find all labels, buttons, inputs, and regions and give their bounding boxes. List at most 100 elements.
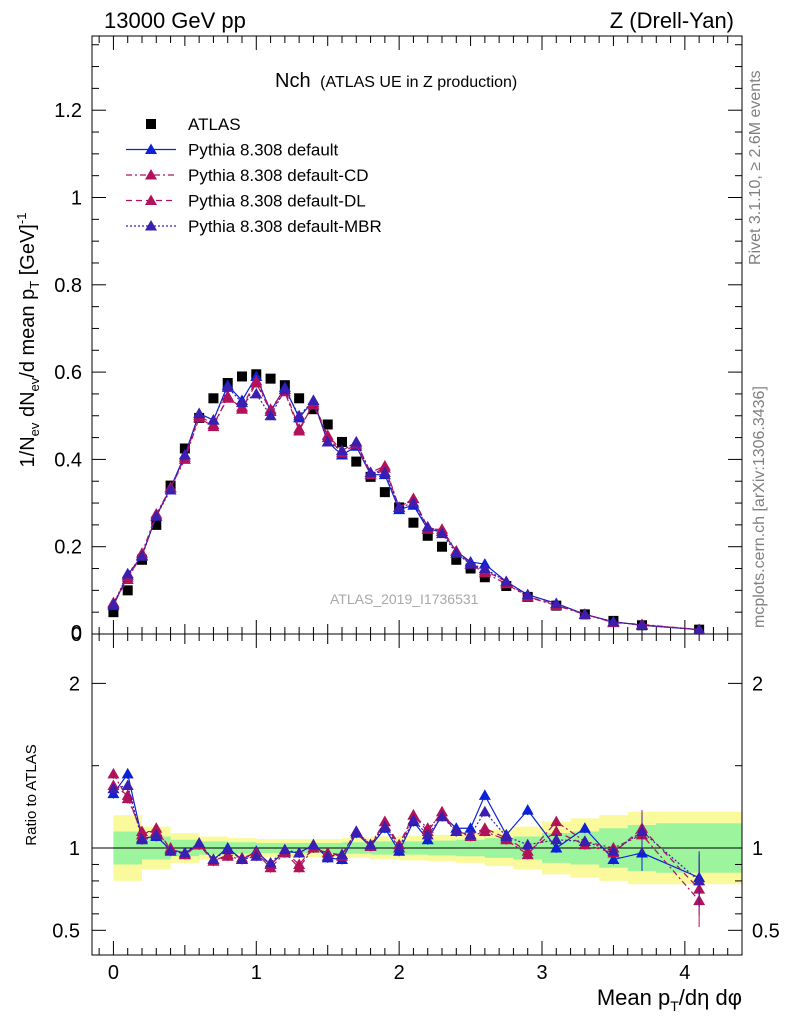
legend-marker-dl: [145, 194, 157, 205]
x-tick-label: 1: [251, 962, 262, 984]
ratio-point-cd: [107, 767, 120, 779]
main-point-mbr: [393, 501, 406, 512]
main-point-mbr: [236, 396, 248, 408]
main-point-mbr: [193, 407, 206, 419]
ratio-point-default: [607, 853, 620, 865]
ratio-point-mbr: [421, 828, 434, 840]
ratio-point-mbr: [478, 805, 491, 817]
main-y-tick-label: 0.8: [54, 275, 82, 297]
plot-title: Nch (ATLAS UE in Z production): [275, 70, 517, 92]
ratio-point-default: [578, 822, 591, 833]
ratio-y-tick-label-right: 2: [752, 673, 763, 695]
main-point-mbr: [207, 414, 220, 425]
x-tick-label: 4: [679, 962, 690, 984]
legend: ATLAS Pythia 8.308 default Pythia 8.308 de…: [126, 115, 382, 236]
main-point-mbr: [307, 394, 320, 405]
main-panel-frame: 00.20.40.60.811.20: [54, 35, 743, 646]
main-point-mbr: [178, 449, 191, 460]
main-point-atlas: [379, 487, 390, 498]
ratio-point-default: [521, 804, 534, 815]
plot-title-sub: (ATLAS UE in Z production): [320, 74, 517, 91]
ratio-line-dl: [113, 784, 700, 890]
main-y-tick-label: 0.4: [54, 449, 82, 471]
main-point-dl: [293, 422, 306, 434]
ratio-point-mbr: [550, 833, 563, 845]
main-point-dl: [250, 374, 263, 386]
main-point-atlas: [351, 456, 362, 467]
ratio-point-mbr: [264, 856, 277, 868]
main-point-atlas: [322, 419, 333, 430]
legend-item-mbr: Pythia 8.308 default-MBR: [126, 217, 382, 236]
ratio-point-mbr: [121, 779, 134, 790]
main-point-mbr: [478, 562, 491, 574]
ratio-point-mbr: [521, 838, 534, 850]
ratio-panel-border: [91, 633, 743, 956]
main-line-mbr: [112, 386, 700, 631]
main-point-atlas: [337, 436, 347, 447]
ratio-y-tick-label-right: 0.5: [752, 920, 780, 942]
main-point-mbr: [693, 623, 706, 635]
main-point-mbr: [450, 547, 463, 558]
x-tick-label: 3: [536, 962, 547, 984]
ratio-point-mbr: [150, 828, 163, 840]
main-line-cd: [112, 381, 700, 631]
main-point-atlas: [122, 585, 133, 596]
ratio-point-mbr: [293, 846, 306, 858]
ratio-point-mbr: [436, 810, 448, 822]
plot-title-main: Nch: [275, 70, 311, 92]
ratio-point-dl: [478, 822, 491, 833]
main-point-mbr: [378, 466, 391, 477]
main-point-atlas: [437, 541, 447, 552]
ratio-point-default: [478, 789, 491, 800]
ratio-point-mbr: [350, 825, 363, 837]
ratio-point-default: [121, 767, 134, 779]
ratio-y-tick-label: 2: [69, 673, 80, 695]
ratio-panel-series: [107, 767, 706, 928]
ratio-line-default: [112, 772, 700, 879]
ratio-point-mbr: [178, 846, 191, 858]
ratio-point-default: [550, 842, 563, 853]
ratio-point-mbr: [378, 820, 391, 832]
main-point-mbr: [136, 550, 148, 561]
main-y-tick-label: 0.6: [54, 362, 82, 384]
header-left: 13000 GeV pp: [104, 8, 246, 33]
ratio-point-mbr: [221, 843, 234, 855]
main-line-dl: [112, 379, 700, 631]
ratio-y-tick-label: 1: [69, 838, 80, 860]
ratio-point-mbr: [164, 845, 177, 856]
main-point-mbr: [407, 497, 420, 508]
main-y-axis-title: 1/Nev dNev/d mean pT [GeV]-1: [14, 213, 42, 468]
main-point-mbr: [500, 575, 513, 587]
ratio-point-mbr: [107, 782, 120, 794]
side-mcplots-label: mcplots.cern.ch [arXiv:1306.3436]: [751, 386, 768, 628]
x-tick-label: 0: [108, 962, 119, 984]
ratio-point-dl: [150, 822, 163, 833]
ratio-point-mbr: [278, 843, 291, 855]
main-point-mbr: [150, 510, 163, 521]
ratio-y-tick-label: 0.5: [52, 920, 80, 942]
main-point-mbr: [221, 381, 234, 392]
legend-label-atlas: ATLAS: [188, 115, 241, 134]
legend-item-cd: Pythia 8.308 default-CD: [126, 166, 369, 185]
ratio-point-mbr: [450, 825, 463, 837]
main-point-mbr: [350, 435, 363, 447]
main-point-atlas: [108, 607, 119, 618]
ratio-point-dl: [521, 845, 534, 856]
legend-marker-mbr: [145, 220, 157, 231]
ratio-point-mbr: [321, 850, 334, 861]
main-y-tick-label: 1: [71, 188, 82, 210]
ratio-point-mbr: [578, 835, 591, 846]
x-tick-label: 2: [394, 962, 405, 984]
main-point-atlas: [265, 373, 276, 384]
main-point-mbr: [107, 598, 120, 609]
ratio-point-mbr: [207, 853, 220, 865]
ratio-point-mbr: [636, 825, 648, 837]
ratio-point-mbr: [193, 837, 206, 848]
legend-label-mbr: Pythia 8.308 default-MBR: [188, 217, 382, 236]
legend-marker-cd: [145, 169, 157, 180]
main-point-mbr: [436, 527, 448, 539]
main-point-dl: [221, 392, 234, 403]
ratio-point-mbr: [464, 828, 477, 840]
main-point-atlas: [208, 393, 219, 404]
